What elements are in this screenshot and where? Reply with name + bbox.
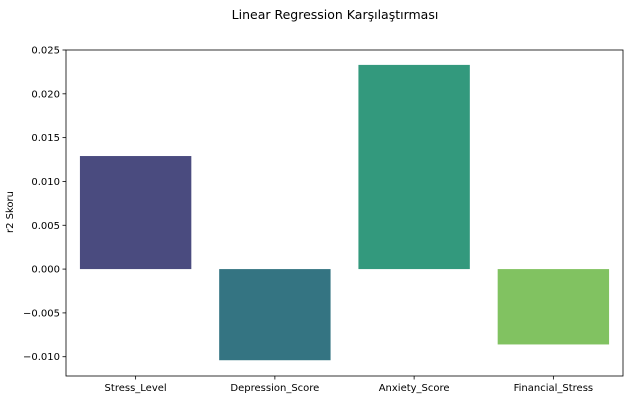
bar-depression-score: [219, 269, 331, 361]
y-tick-label: −0.010: [23, 352, 60, 363]
x-tick-label: Anxiety_Score: [379, 383, 450, 394]
x-tick-label: Financial_Stress: [514, 383, 594, 394]
bar-stress-level: [79, 156, 192, 270]
y-tick-label: 0.000: [31, 265, 60, 276]
x-tick-label: Stress_Level: [105, 383, 167, 394]
y-axis-label: r2 Skoru: [5, 191, 16, 233]
x-tick-label: Depression_Score: [230, 383, 319, 394]
plot-frame: [65, 49, 624, 377]
bar-financial-stress: [497, 269, 610, 345]
x-axis-ticks: Stress_Level Depression_Score Anxiety_Scor…: [105, 376, 594, 394]
y-tick-label: 0.015: [31, 133, 60, 144]
bar-anxiety-score: [358, 64, 470, 270]
chart-title: Linear Regression Karşılaştırması: [232, 7, 439, 22]
y-tick-label: 0.020: [31, 89, 60, 100]
y-tick-label: 0.005: [31, 221, 60, 232]
bars-group: [79, 64, 610, 361]
y-tick-label: −0.005: [23, 308, 60, 319]
y-axis-ticks: −0.010 −0.005 0.000 0.005 0.010 0.015 0.020 0.0…: [23, 46, 66, 363]
y-tick-label: 0.025: [31, 46, 60, 57]
y-tick-label: 0.010: [31, 177, 60, 188]
